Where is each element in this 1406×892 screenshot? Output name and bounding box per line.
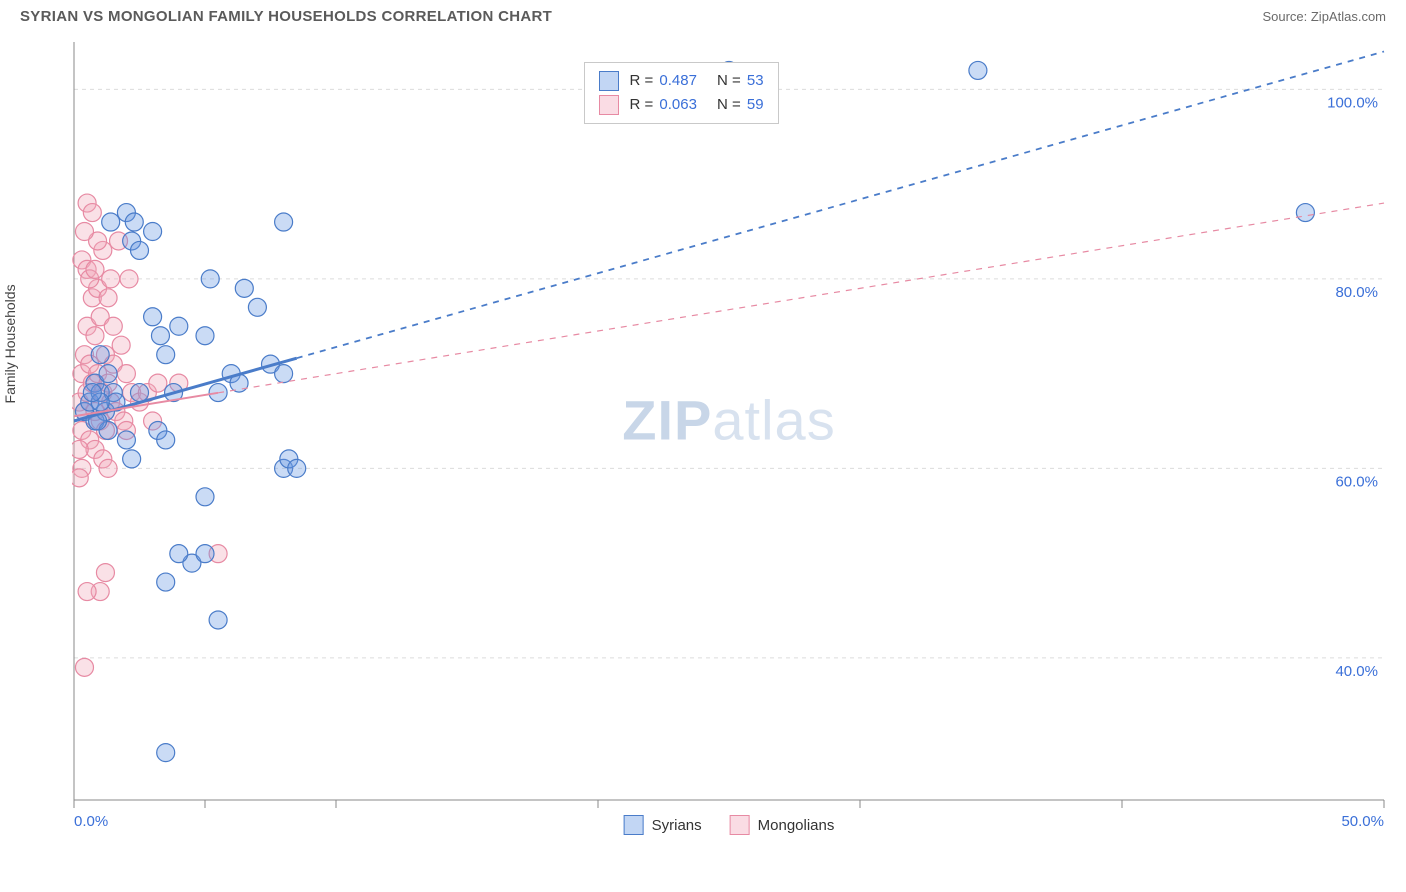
series-legend: Syrians Mongolians xyxy=(624,815,835,835)
legend-item: Mongolians xyxy=(730,815,835,835)
stat-n-label: N = 53 xyxy=(717,69,764,93)
legend-swatch xyxy=(730,815,750,835)
stat-r-label: R = 0.487 xyxy=(629,69,696,93)
legend-swatch xyxy=(624,815,644,835)
legend-swatch xyxy=(599,71,619,91)
legend-label: Syrians xyxy=(652,817,702,834)
svg-text:100.0%: 100.0% xyxy=(1327,94,1378,111)
svg-text:0.0%: 0.0% xyxy=(74,813,108,830)
svg-text:50.0%: 50.0% xyxy=(1341,813,1384,830)
svg-text:60.0%: 60.0% xyxy=(1335,473,1378,490)
stats-row: R = 0.487 N = 53 xyxy=(599,69,763,93)
plot-area: 40.0%60.0%80.0%100.0%0.0%50.0% ZIPatlas … xyxy=(72,40,1386,832)
source-label: Source: ZipAtlas.com xyxy=(1262,9,1386,24)
legend-item: Syrians xyxy=(624,815,702,835)
legend-label: Mongolians xyxy=(758,817,835,834)
stat-n-label: N = 59 xyxy=(717,93,764,117)
y-axis-label: Family Households xyxy=(2,284,18,403)
svg-text:40.0%: 40.0% xyxy=(1335,663,1378,680)
svg-text:80.0%: 80.0% xyxy=(1335,284,1378,301)
legend-swatch xyxy=(599,95,619,115)
stats-legend: R = 0.487 N = 53 R = 0.063 N = 59 xyxy=(584,62,778,124)
chart-title: SYRIAN VS MONGOLIAN FAMILY HOUSEHOLDS CO… xyxy=(20,8,552,25)
stat-r-label: R = 0.063 xyxy=(629,93,696,117)
stats-row: R = 0.063 N = 59 xyxy=(599,93,763,117)
scatter-svg: 40.0% 60.0% 80.0% 100.0% 0.0% 50.0% xyxy=(72,40,1386,832)
chart-container: Family Households 40.0%60.0%80.0%100.0%0… xyxy=(20,40,1386,870)
